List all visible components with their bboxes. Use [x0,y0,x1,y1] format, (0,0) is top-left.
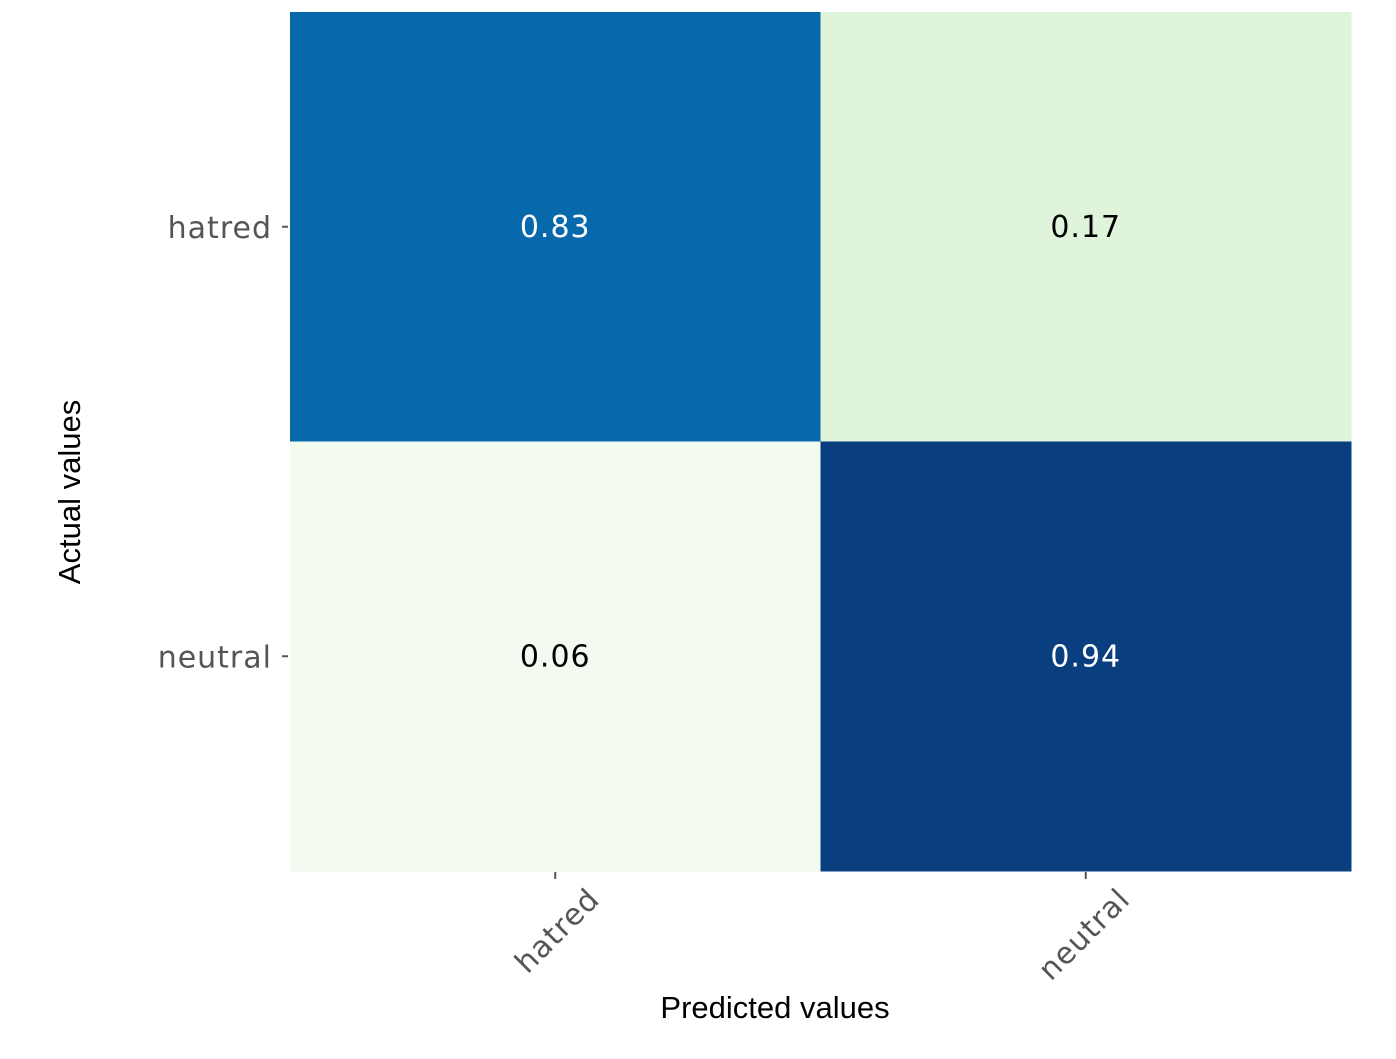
cell-value-label: 0.94 [1050,639,1121,674]
x-tick-label-neutral: neutral [1032,882,1138,988]
cell-value-label: 0.06 [520,639,591,674]
heatmap-cell-hatred-neutral [820,12,1352,442]
cell-value-label: 0.17 [1050,210,1121,245]
y-tick-label-neutral: neutral [158,640,272,675]
x-tick-label-hatred: hatred [508,882,607,981]
x-axis-label: Predicted values [660,990,889,1025]
heatmap-cell-neutral-neutral [820,441,1352,872]
heatmap-cells: 0.83 0.17 0.06 0.94 [290,12,1352,872]
heatmap-cell-hatred-hatred [290,12,821,442]
y-tick-label-hatred: hatred [168,211,272,246]
cell-value-label: 0.83 [520,210,591,245]
heatmap-cell-neutral-hatred [290,441,821,872]
y-axis-label: Actual values [52,400,87,584]
